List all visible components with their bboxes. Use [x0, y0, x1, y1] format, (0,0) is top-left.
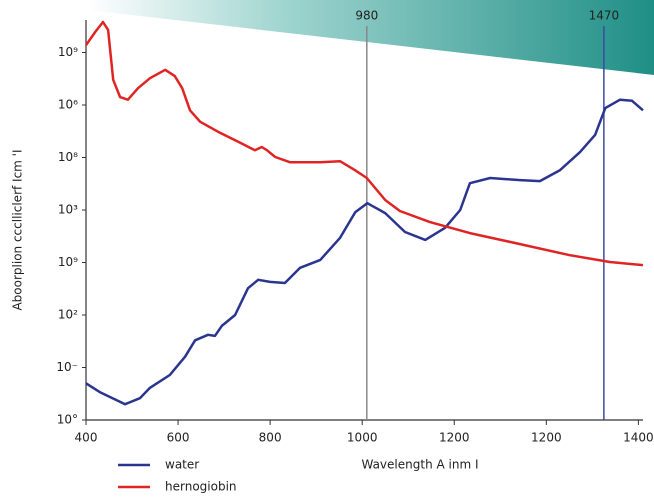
x-tick-label: 600 — [167, 431, 190, 445]
y-tick-label: 10⁸ — [58, 150, 78, 164]
x-tick-label: 1000 — [347, 431, 378, 445]
reference-label: 980 — [355, 9, 378, 23]
y-tick-label: 10⁶ — [58, 98, 78, 112]
y-tick-label: 10⁹ — [58, 255, 78, 269]
y-tick-label: 10³ — [58, 203, 78, 217]
series-line — [85, 98, 644, 406]
header-band — [88, 0, 654, 75]
x-axis-title: Wavelength A inm I — [361, 458, 478, 472]
y-tick-label: 10⁹ — [58, 45, 78, 59]
y-axis-title: Aboorplion ccclliclerf Icm 'I — [11, 149, 25, 310]
reference-label: 1470 — [589, 9, 620, 23]
series-line — [84, 20, 644, 267]
legend-label: water — [165, 458, 199, 472]
y-tick-label: 10° — [57, 413, 78, 427]
x-tick-label: 400 — [75, 431, 98, 445]
legend-label: hernogiobin — [165, 480, 237, 494]
y-tick-label: 10² — [58, 308, 78, 322]
x-tick-label: 1400 — [623, 431, 654, 445]
x-tick-label: 1200 — [531, 431, 562, 445]
y-tick-label: 10⁻ — [56, 360, 78, 374]
x-tick-label: 1200 — [439, 431, 470, 445]
x-tick-label: 800 — [259, 431, 282, 445]
